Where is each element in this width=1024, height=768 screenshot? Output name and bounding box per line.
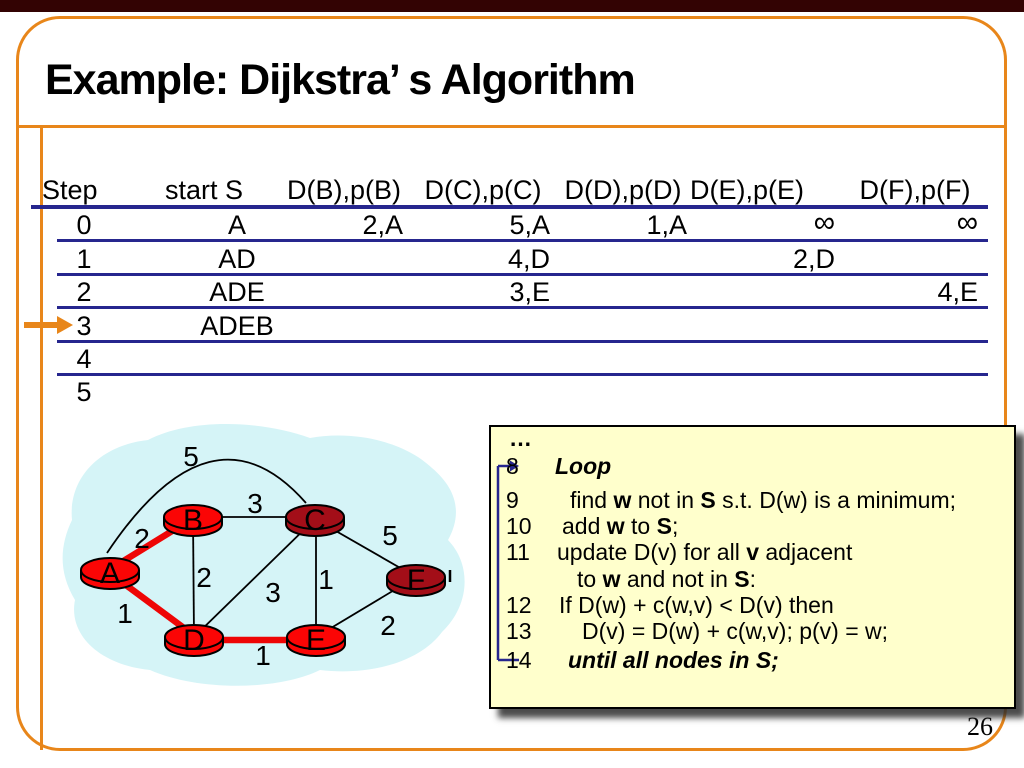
table-cell-start-s: AD [218, 244, 256, 274]
table-cell-dc: 4,D [507, 244, 550, 274]
code-line-number: 11 [506, 539, 530, 565]
node-label-F: F [407, 564, 425, 597]
code-line-number: 9 [506, 487, 519, 513]
table-cell-step: 3 [76, 311, 92, 341]
table-cell-step: 5 [76, 377, 92, 407]
table-cell-db: 2,A [362, 210, 403, 240]
table-cell-step: 0 [76, 210, 92, 240]
code-line-text: update D(v) for all v adjacent [557, 539, 853, 565]
edge-c-d [193, 518, 316, 638]
table-cell-step: 1 [76, 244, 92, 274]
table-cell-dc: 5,A [509, 210, 550, 240]
code-line-text: add w to S; [562, 513, 679, 539]
title-divider-line [16, 125, 1007, 128]
edge-weight-a-d: 1 [117, 598, 133, 629]
table-header-step: Step [42, 175, 98, 205]
table-header-start-s: start S [164, 175, 244, 205]
node-D: D [164, 624, 224, 657]
table-rule [57, 273, 988, 276]
code-line-text: Loop [555, 453, 612, 479]
table-header-df: D(F),p(F) [859, 175, 971, 205]
table-cell-dc: 3,E [509, 277, 550, 307]
table-cell-de: ∞ [813, 206, 835, 239]
page-number: 26 [967, 712, 993, 741]
table-rule [57, 239, 988, 242]
edge-weight-b-d: 2 [196, 562, 212, 593]
table-header-de: D(E),p(E) [690, 175, 804, 205]
table-cell-start-s: ADE [209, 277, 265, 307]
edge-a-c [106, 458, 307, 554]
code-line-text: to w and not in S: [577, 566, 757, 592]
node-label-E: E [306, 624, 326, 657]
code-line-text: If D(w) + c(w,v) < D(v) then [559, 592, 834, 618]
table-cell-dd: 1,A [646, 210, 687, 240]
table-cell-start-s: ADEB [200, 311, 274, 341]
pseudocode-box: … 8 Loop 9 find w not in S s.t. D(w) is … [489, 425, 1016, 709]
edge-weight-a-c: 5 [183, 441, 199, 472]
code-line-number: 10 [506, 513, 532, 539]
edge-weight-c-d: 3 [265, 577, 281, 608]
table-rule [31, 205, 988, 209]
table-cell-step: 2 [76, 277, 92, 307]
edge-b-d [192, 516, 195, 638]
code-line-number: 13 [506, 618, 532, 644]
network-cloud-blob [62, 424, 465, 686]
current-step-arrow [24, 316, 73, 334]
code-line-number: 8 [506, 453, 519, 479]
table-cell-df: 4,E [937, 277, 978, 307]
edge-weight-a-b: 2 [134, 523, 150, 554]
table-rule [57, 340, 988, 343]
node-A: A [80, 557, 140, 590]
code-line-number: 12 [506, 592, 532, 618]
slide-border-frame [16, 16, 1007, 751]
page-title: Example: Dijkstra’ s Algorithm [45, 56, 636, 104]
loop-bracket [496, 460, 519, 662]
node-label-A: A [100, 557, 120, 590]
table-cell-de: 2,D [792, 244, 835, 274]
node-E: E [286, 624, 346, 657]
code-line-number: 14 [506, 647, 532, 673]
edge-weight-c-e: 1 [318, 564, 334, 595]
code-line-text: until all nodes in S; [568, 647, 779, 673]
node-label-C: C [304, 504, 326, 537]
edge-weight-c-f: 5 [382, 520, 398, 551]
node-B: B [163, 504, 223, 537]
table-rule [57, 306, 988, 309]
table-header-dd: D(D),p(D) [564, 175, 682, 205]
content-left-line [40, 126, 43, 750]
code-line-text: D(v) = D(w) + c(w,v); p(v) = w; [582, 618, 889, 644]
table-cell-step: 4 [76, 344, 92, 374]
edge-weight-b-c: 3 [247, 488, 263, 519]
edge-weight-d-e: 1 [255, 640, 271, 671]
code-line-text: find w not in S s.t. D(w) is a minimum; [570, 487, 956, 513]
edge-weight-e-f: 2 [380, 610, 396, 641]
table-header-db: D(B),p(B) [287, 175, 401, 205]
table-cell-start-s: A [227, 210, 246, 240]
top-maroon-strip [0, 0, 1024, 12]
code-ellipsis: … [509, 425, 532, 451]
table-cell-df: ∞ [956, 206, 978, 239]
table-header-dc: D(C),p(C) [424, 175, 542, 205]
node-label-D: D [183, 624, 205, 657]
node-F: F [386, 564, 446, 597]
node-label-B: B [183, 504, 203, 537]
table-rule [57, 373, 988, 376]
node-C: C [285, 504, 345, 537]
